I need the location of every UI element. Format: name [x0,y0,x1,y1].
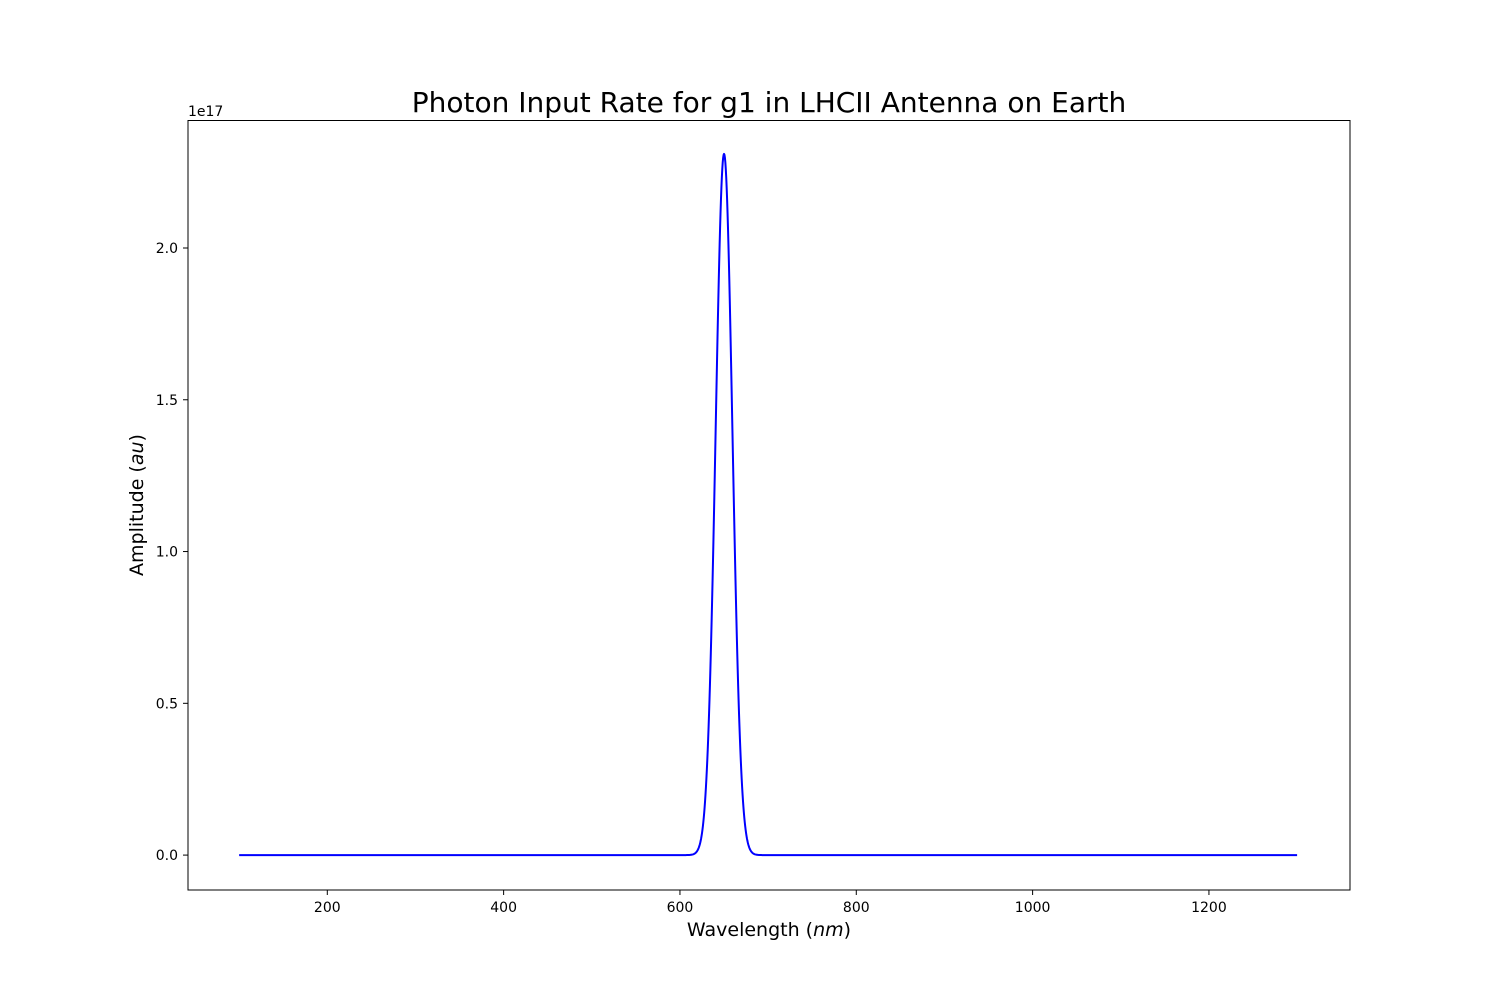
x-axis-label-end: ) [844,919,851,941]
x-tick-label: 600 [667,900,694,916]
x-tick-label: 1200 [1191,900,1227,916]
x-tick-label: 400 [490,900,517,916]
y-tick-label: 0.5 [156,696,178,712]
x-tick-label: 800 [843,900,870,916]
x-axis-label-main: Wavelength ( [687,919,813,941]
ticks-layer: 200 400 600 800 1000 1200 0.0 0.5 1.0 1.5 2.0 [156,241,1227,916]
y-axis-label-end: ) [126,434,148,441]
x-axis-label-unit: nm [813,919,844,941]
series-line [238,152,1298,857]
series-layer [238,152,1298,857]
y-tick-label: 1.5 [156,393,178,409]
chart-title: Photon Input Rate for g1 in LHCII Antenn… [412,86,1126,119]
x-tick-label: 200 [314,900,341,916]
x-axis-label: Wavelength (nm) [687,919,851,941]
y-axis-label: Amplitude (au) [126,434,148,576]
y-tick-label: 2.0 [156,241,178,257]
y-axis-label-unit: au [126,441,148,465]
y-tick-label: 0.0 [156,848,178,864]
x-tick-label: 1000 [1015,900,1051,916]
y-tick-label: 1.0 [156,545,178,561]
y-offset-label: 1e17 [188,104,223,120]
plot-frame [187,120,1351,891]
y-axis-label-main: Amplitude ( [126,465,148,576]
